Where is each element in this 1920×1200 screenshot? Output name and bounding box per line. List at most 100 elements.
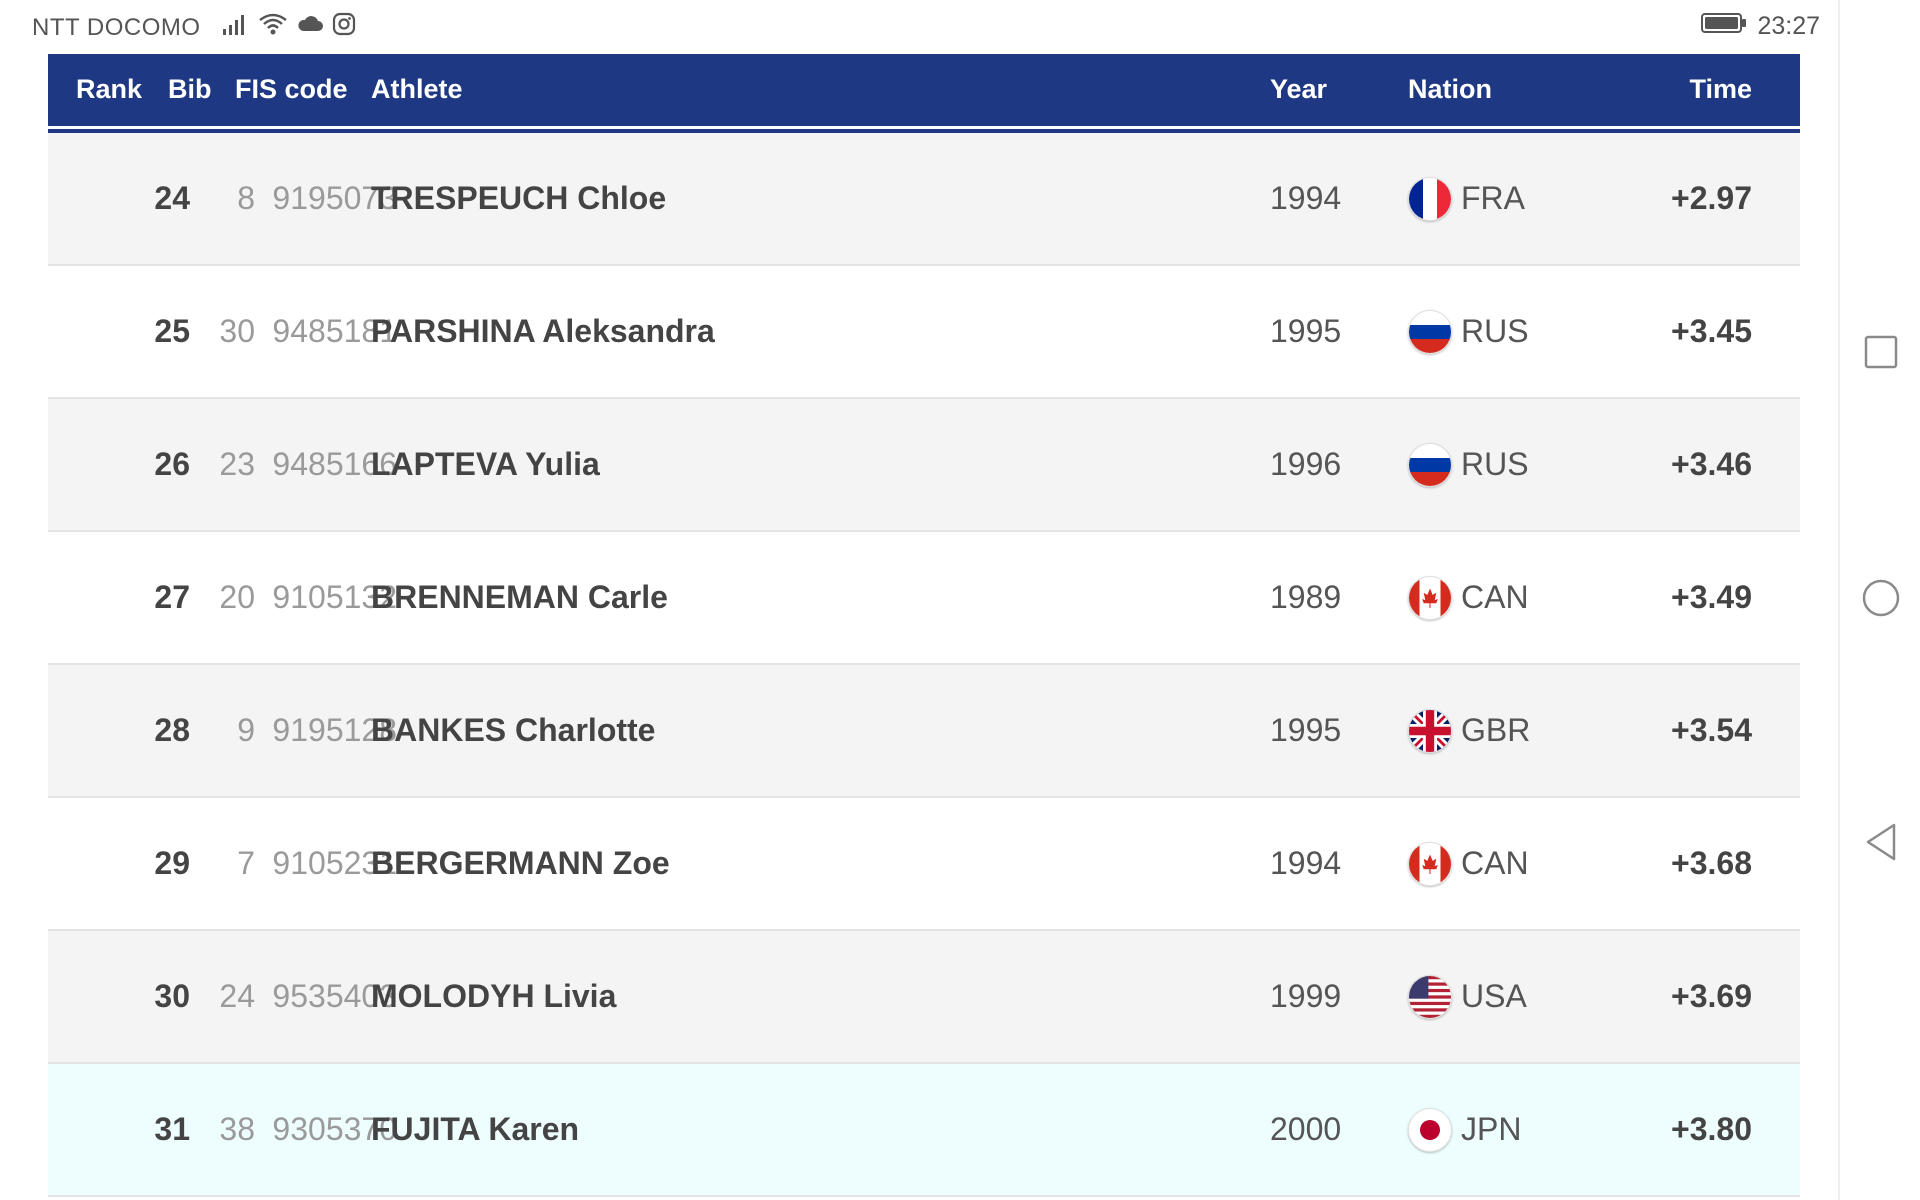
nation-cell: RUS <box>1461 313 1529 349</box>
rank-cell: 30 <box>154 978 190 1014</box>
header-divider <box>48 126 1800 129</box>
time-cell: +3.80 <box>1671 1111 1752 1147</box>
bib-cell: 20 <box>219 579 255 615</box>
time-cell: +3.54 <box>1671 712 1752 748</box>
wifi-icon <box>258 12 288 43</box>
flag-can-icon <box>1408 842 1452 886</box>
rank-cell: 24 <box>154 180 190 216</box>
time-cell: +3.68 <box>1671 845 1752 881</box>
fis-code-cell: 9535403 <box>272 978 397 1014</box>
nation-cell: JPN <box>1461 1111 1522 1147</box>
recent-apps-icon <box>1863 334 1899 375</box>
bib-cell: 38 <box>219 1111 255 1147</box>
fis-code-cell: 9105231 <box>272 845 397 881</box>
athlete-link[interactable]: TRESPEUCH Chloe <box>371 180 667 216</box>
table-row[interactable]: 28 9 9195128 BANKES Charlotte 1995 GBR +… <box>48 665 1800 798</box>
athlete-link[interactable]: BANKES Charlotte <box>371 712 656 748</box>
header-year[interactable]: Year <box>1270 74 1328 104</box>
athlete-link[interactable]: PARSHINA Aleksandra <box>371 313 715 349</box>
table-row-highlighted[interactable]: 31 38 9305370 FUJITA Karen 2000 JPN +3.8… <box>48 1064 1800 1197</box>
year-cell: 1994 <box>1270 845 1342 881</box>
year-cell: 1996 <box>1270 446 1342 482</box>
home-button[interactable] <box>1859 578 1903 622</box>
fis-code-cell: 9305370 <box>272 1111 397 1147</box>
nation-cell: RUS <box>1461 446 1529 482</box>
fis-code-cell: 9195073 <box>272 180 397 216</box>
header-divider-accent <box>48 129 1800 133</box>
home-icon <box>1861 578 1901 623</box>
flag-usa-icon <box>1408 975 1452 1019</box>
athlete-link[interactable]: FUJITA Karen <box>371 1111 580 1147</box>
athlete-link[interactable]: BRENNEMAN Carle <box>371 579 668 615</box>
athlete-link[interactable]: BERGERMANN Zoe <box>371 845 670 881</box>
table-row[interactable]: 27 20 9105132 BRENNEMAN Carle 1989 CAN +… <box>48 532 1800 665</box>
navigation-bar <box>1838 0 1920 1200</box>
table-row[interactable]: 26 23 9485166 LAPTEVA Yulia 1996 RUS +3.… <box>48 399 1800 532</box>
nation-cell: CAN <box>1461 845 1529 881</box>
header-bib[interactable]: Bib <box>168 74 212 104</box>
nation-cell: USA <box>1461 978 1527 1014</box>
time-cell: +3.69 <box>1671 978 1752 1014</box>
rank-cell: 26 <box>154 446 190 482</box>
bib-cell: 9 <box>237 712 255 748</box>
rank-cell: 31 <box>154 1111 190 1147</box>
carrier-label: NTT DOCOMO <box>32 14 201 41</box>
header-nation[interactable]: Nation <box>1408 74 1492 104</box>
header-rank[interactable]: Rank <box>76 74 143 104</box>
back-icon <box>1863 822 1899 867</box>
bib-cell: 24 <box>219 978 255 1014</box>
flag-can-icon <box>1408 576 1452 620</box>
bib-cell: 8 <box>237 180 255 216</box>
table-row[interactable]: 25 30 9485181 PARSHINA Aleksandra 1995 R… <box>48 266 1800 399</box>
table-row[interactable]: 29 7 9105231 BERGERMANN Zoe 1994 CAN +3.… <box>48 798 1800 931</box>
rank-cell: 28 <box>154 712 190 748</box>
year-cell: 1995 <box>1270 712 1342 748</box>
content-area[interactable]: Rank Bib FIS code Athlete Year Nation Ti… <box>0 54 1848 1200</box>
status-bar: NTT DOCOMO <box>0 0 1848 54</box>
fis-code-cell: 9485181 <box>272 313 397 349</box>
athlete-link[interactable]: LAPTEVA Yulia <box>371 446 600 482</box>
rank-cell: 25 <box>154 313 190 349</box>
fis-code-cell: 9105132 <box>272 579 397 615</box>
fis-code-cell: 9195128 <box>272 712 397 748</box>
header-athlete[interactable]: Athlete <box>371 74 463 104</box>
flag-gbr-icon <box>1408 709 1452 753</box>
time-cell: +2.97 <box>1671 180 1752 216</box>
status-right: 23:27 <box>1701 12 1820 41</box>
header-fis-code[interactable]: FIS code <box>235 74 348 104</box>
flag-fra-icon <box>1408 177 1452 221</box>
year-cell: 2000 <box>1270 1111 1342 1147</box>
status-icons <box>222 12 356 42</box>
battery-icon <box>1701 12 1747 41</box>
bib-cell: 30 <box>219 313 255 349</box>
nation-cell: GBR <box>1461 712 1531 748</box>
back-button[interactable] <box>1859 822 1903 866</box>
fis-code-cell: 9485166 <box>272 446 397 482</box>
rank-cell: 27 <box>154 579 190 615</box>
time-cell: +3.49 <box>1671 579 1752 615</box>
instagram-icon <box>332 12 356 43</box>
table-row[interactable]: 30 24 9535403 MOLODYH Livia 1999 USA +3.… <box>48 931 1800 1064</box>
recent-apps-button[interactable] <box>1859 332 1903 376</box>
year-cell: 1989 <box>1270 579 1342 615</box>
results-table: Rank Bib FIS code Athlete Year Nation Ti… <box>48 54 1800 1197</box>
flag-jpn-icon <box>1408 1108 1452 1152</box>
signal-icon <box>222 12 250 43</box>
clock: 23:27 <box>1757 12 1820 40</box>
athlete-link[interactable]: MOLODYH Livia <box>371 978 617 1014</box>
rank-cell: 29 <box>154 845 190 881</box>
year-cell: 1999 <box>1270 978 1342 1014</box>
table-header: Rank Bib FIS code Athlete Year Nation Ti… <box>48 54 1800 126</box>
flag-rus-icon <box>1408 310 1452 354</box>
table-row[interactable]: 24 8 9195073 TRESPEUCH Chloe 1994 FRA +2… <box>48 133 1800 266</box>
flag-rus-icon <box>1408 443 1452 487</box>
time-cell: +3.45 <box>1671 313 1752 349</box>
time-cell: +3.46 <box>1671 446 1752 482</box>
bib-cell: 23 <box>219 446 255 482</box>
nation-cell: FRA <box>1461 180 1525 216</box>
year-cell: 1994 <box>1270 180 1342 216</box>
cloud-icon <box>296 13 324 42</box>
header-time[interactable]: Time <box>1689 74 1752 104</box>
year-cell: 1995 <box>1270 313 1342 349</box>
